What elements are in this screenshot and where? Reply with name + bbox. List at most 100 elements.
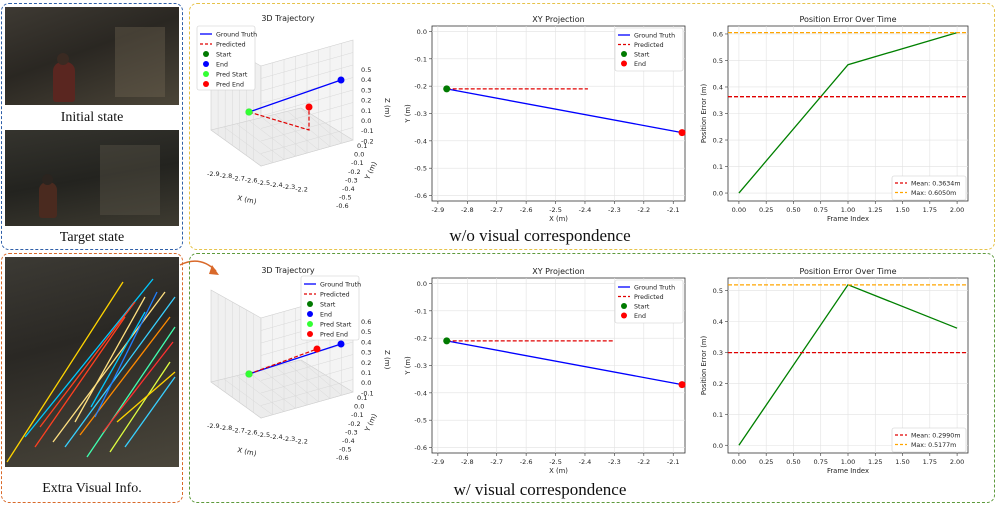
series-line [738,32,958,194]
traj3d-xtick: -2.6 [245,177,258,185]
traj3d-ytick: 0.1 [357,142,367,150]
traj3d-title: 3D Trajectory [261,266,315,275]
x-tick-label: -2.1 [667,458,680,466]
y-tick-label: 0.3 [713,349,723,357]
x-tick-label: 0.75 [813,458,827,466]
y-tick-label: -0.3 [414,362,427,370]
traj3d-ytick: -0.5 [339,446,352,454]
legend-swatch [621,303,627,309]
legend-label: Mean: 0.2990m [911,433,960,440]
traj3d-xtick: -2.3 [283,435,296,443]
x-tick-label: 0.50 [786,206,800,214]
correspondence-line [109,361,171,453]
x-tick-label: 0.25 [759,458,773,466]
row0-caption: w/o visual correspondence [449,226,631,245]
correspondence-lines [6,278,176,463]
traj3d-ytick: -0.4 [342,437,355,445]
x-tick-label: 1.75 [923,458,937,466]
y-tick-label: 0.4 [713,318,723,326]
traj3d-ztick: 0.1 [361,369,371,377]
y-tick-label: -0.1 [414,55,427,63]
traj3d-grid [275,366,319,402]
traj3d-legend-label: Predicted [216,42,246,49]
traj3d-ytick: -0.1 [351,159,364,167]
correspondence-line [102,341,174,433]
traj3d-ztick: 0.4 [361,76,371,84]
x-axis-label: X (m) [549,467,568,475]
traj3d-ztick: -0.2 [361,137,374,145]
chart-title: Position Error Over Time [799,15,896,24]
traj3d-grid [262,369,308,406]
x-tick-label: -2.7 [490,206,503,214]
traj3d-grid [301,108,342,144]
y-tick-label: 0.5 [713,287,723,295]
legend-swatch [621,51,627,57]
x-tick-label: -2.7 [490,458,503,466]
traj3d-row0: 3D Trajectory-2.9 -2.8 -2.7 -2.6 -2.5 -2.4 -2.… [196,14,391,210]
legend-swatch [203,51,209,57]
correspondence-line [79,316,171,436]
y-axis-label: Y (m) [404,104,412,124]
error-over-time-row0: Position Error Over Time 0.00 0.25 0.50 0.75… [700,15,969,223]
y-tick-label: 0.0 [713,190,723,198]
traj3d-legend-label: Start [216,52,232,59]
y-axis-label: Position Error (m) [700,336,708,396]
x-tick-label: 1.50 [895,458,909,466]
traj3d-ztick: 0.6 [361,318,371,326]
correspondence-line [39,301,136,428]
traj3d-grid [260,114,354,142]
without-correspondence-panel [189,3,995,250]
traj3d-xlabel: X (m) [237,446,258,458]
traj3d-legend-label: Start [320,302,336,309]
initial-target-panel [1,3,183,250]
legend-box [614,279,684,324]
traj3d-grid [249,372,296,409]
x-tick-label: -2.9 [432,458,445,466]
legend-swatch [203,71,209,77]
x-tick-label: -2.6 [520,458,533,466]
traj3d-ytick: -0.1 [351,411,364,419]
y-tick-label: 0.4 [713,83,723,91]
y-tick-label: 0.1 [713,411,723,419]
traj3d-xtick: -2.7 [232,174,245,182]
correspondence-line [90,311,146,408]
flow-arrow [179,260,219,275]
x-tick-label: 0.50 [786,458,800,466]
x-tick-label: -2.3 [608,206,621,214]
y-tick-label: -0.4 [414,137,427,145]
traj3d-xtick: -2.3 [283,183,296,191]
x-tick-label: 1.25 [868,458,882,466]
xy-projection-row0: XY Projection -2.9 -2.8 -2.7 -2.6 -2.5 -2.4 -2.… [404,15,686,223]
y-tick-label: 0.2 [713,137,723,145]
correspondence-line [86,326,176,458]
traj3d-grid [223,378,273,415]
correspondence-line [94,291,158,418]
y-tick-label: -0.6 [414,444,427,452]
x-tick-label: -2.4 [579,458,592,466]
legend-swatch [307,321,313,327]
y-tick-label: -0.6 [414,192,427,200]
x-tick-label: -2.2 [637,206,650,214]
correspondence-line [74,296,146,423]
traj3d-grid [223,126,273,163]
x-axis-label: Frame Index [827,215,869,223]
x-tick-label: 1.00 [841,206,855,214]
target-state-caption: Target state [59,230,125,245]
y-tick-label: -0.2 [414,83,427,91]
traj3d-ground-truth [248,343,342,375]
traj3d-grid [260,366,354,394]
initial-state-caption: Initial state [60,110,124,125]
x-tick-label: 1.50 [895,206,909,214]
traj3d-legend-label: Pred End [216,82,244,89]
traj3d-xtick: -2.5 [257,431,270,439]
legend-swatch [621,60,627,67]
traj3d-ytick: -0.6 [336,202,349,210]
traj3d-grid [275,114,319,150]
error-over-time-row1: Position Error Over Time 0.00 0.25 0.50 0.75… [700,267,969,475]
correspondence-line [116,371,176,423]
y-tick-label: 0.0 [417,28,427,36]
x-tick-label: 2.00 [950,458,964,466]
traj3d-xtick: -2.8 [220,172,233,180]
traj3d-xtick: -2.4 [270,181,283,189]
traj3d-ytick: -0.2 [348,168,361,176]
